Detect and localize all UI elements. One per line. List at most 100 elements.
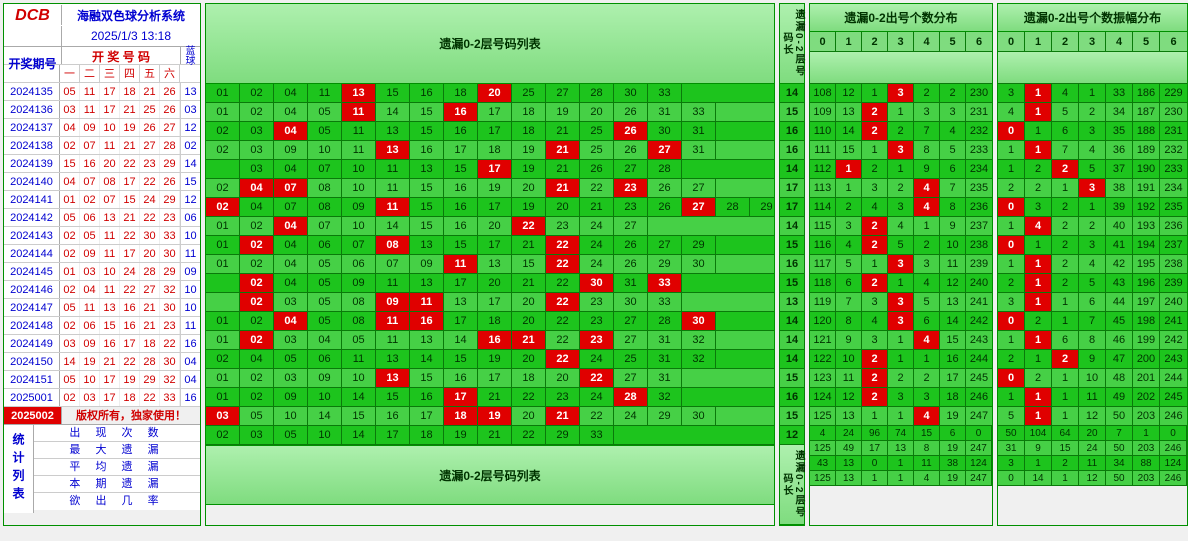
blue-ball: 04 [180,353,200,370]
col5-cell: 1 [998,255,1025,273]
red-ball: 23 [140,155,160,172]
main-cell: 16 [410,84,444,102]
col5-row: 314133186229 [998,84,1187,103]
red-ball: 10 [100,119,120,136]
col4-cell: 1 [888,331,914,349]
main-cell: 32 [682,331,716,349]
main-cell: 15 [376,84,410,102]
main-row: 020405061113141519202224253132 [206,350,774,369]
col5-cell: 198 [1133,312,1160,330]
col4-cell: 113 [810,179,836,197]
col4-cell: 2 [940,84,966,102]
main-cell: 01 [206,103,240,121]
col5-cell: 237 [1160,236,1187,254]
issue-row: 202414903091617182216 [4,334,200,352]
col4-col-header: 1 [836,32,862,51]
col4-cell: 3 [914,103,940,121]
red-ball: 29 [160,263,180,280]
col3-cell: 14 [780,350,805,368]
blue-ball: 11 [180,317,200,334]
main-cell: 08 [376,236,410,254]
col5-summary-cell: 50 [998,426,1025,440]
col4-cell: 13 [836,103,862,121]
main-cell: 01 [206,388,240,406]
issue-cell: 2024143 [4,227,60,244]
col5-cell: 38 [1106,179,1133,197]
col5-cell: 45 [1106,312,1133,330]
col4-cell: 10 [940,236,966,254]
col5-cell: 34 [1106,103,1133,121]
col4-cell: 241 [966,293,992,311]
col4-summary-cell: 0 [966,426,992,440]
stats-label-row: 欲 出 几 率 [34,493,200,510]
col4-cell: 4 [862,312,888,330]
col3-cell: 13 [780,293,805,311]
col4-rows: 1081213222301091321332311101422742321111… [810,84,992,426]
col3-row: 15 [780,274,804,293]
main-cell: 22 [512,426,546,444]
col5-cell: 3 [998,293,1025,311]
col4-row: 11532419237 [810,217,992,236]
issue-cell: 2024144 [4,245,60,262]
col4-cell: 3 [888,388,914,406]
main-cell: 18 [478,141,512,159]
col4-cell: 2 [836,198,862,216]
red-ball: 19 [120,119,140,136]
blue-ball: 13 [180,83,200,100]
main-cell: 19 [512,160,546,178]
main-cell: 11 [444,255,478,273]
main-cell: 26 [614,255,648,273]
main-cell: 16 [478,331,512,349]
main-cell: 32 [648,388,682,406]
col4-summary-cell: 1 [862,471,888,485]
red-ball: 13 [100,209,120,226]
issue-row: 202414205061321222306 [4,208,200,226]
col4-summary-cell: 38 [940,456,966,470]
main-cell: 15 [444,160,478,178]
col4-cell: 3 [888,198,914,216]
col5-title: 遗漏0-2出号个数振幅分布 [998,4,1187,32]
main-cell: 01 [206,217,240,235]
col4-cell: 2 [888,369,914,387]
main-panel: 遗漏0-2层号码列表 01020411131516182025272830330… [205,3,775,526]
col5-cell: 2 [1025,179,1052,197]
blue-ball: 06 [180,209,200,226]
col4-summary-row: 1251311419247 [810,471,992,486]
red-ball: 22 [140,209,160,226]
ball-col-header: 二 [80,65,100,82]
red-ball: 24 [140,191,160,208]
main-cell: 24 [580,255,614,273]
red-ball: 17 [120,173,140,190]
col5-cell: 5 [1052,103,1079,121]
col4-col-header: 0 [810,32,836,51]
main-cell: 26 [614,236,648,254]
col3-row: 17 [780,179,804,198]
main-cell: 17 [478,160,512,178]
issue-cell: 2024138 [4,137,60,154]
main-cell: 20 [546,198,580,216]
col5-cell: 1 [998,388,1025,406]
col5-cell: 196 [1133,274,1160,292]
issue-cell: 2024140 [4,173,60,190]
col4-cell: 235 [966,179,992,197]
col5-cell: 7 [1052,141,1079,159]
col4-cell: 10 [836,350,862,368]
col5-summary-cell: 9 [1025,441,1052,455]
col4-cell: 1 [914,217,940,235]
col4-cell: 12 [940,274,966,292]
col3-cell: 14 [780,312,805,330]
main-footer-title: 遗漏0-2层号码列表 [206,445,774,505]
main-cell: 02 [206,350,240,368]
main-cell: 31 [648,103,682,121]
col5-cell: 187 [1133,103,1160,121]
col4-cell: 110 [810,122,836,140]
main-row: 0102041113151618202527283033 [206,84,774,103]
blue-ball: 16 [180,389,200,406]
main-cell: 04 [274,274,308,292]
col4-cell: 7 [914,122,940,140]
col5-cell: 0 [998,236,1025,254]
col3-row: 15 [780,369,804,388]
main-cell: 27 [682,198,716,216]
col5-row: 016335188231 [998,122,1187,141]
main-cell: 25 [580,122,614,140]
